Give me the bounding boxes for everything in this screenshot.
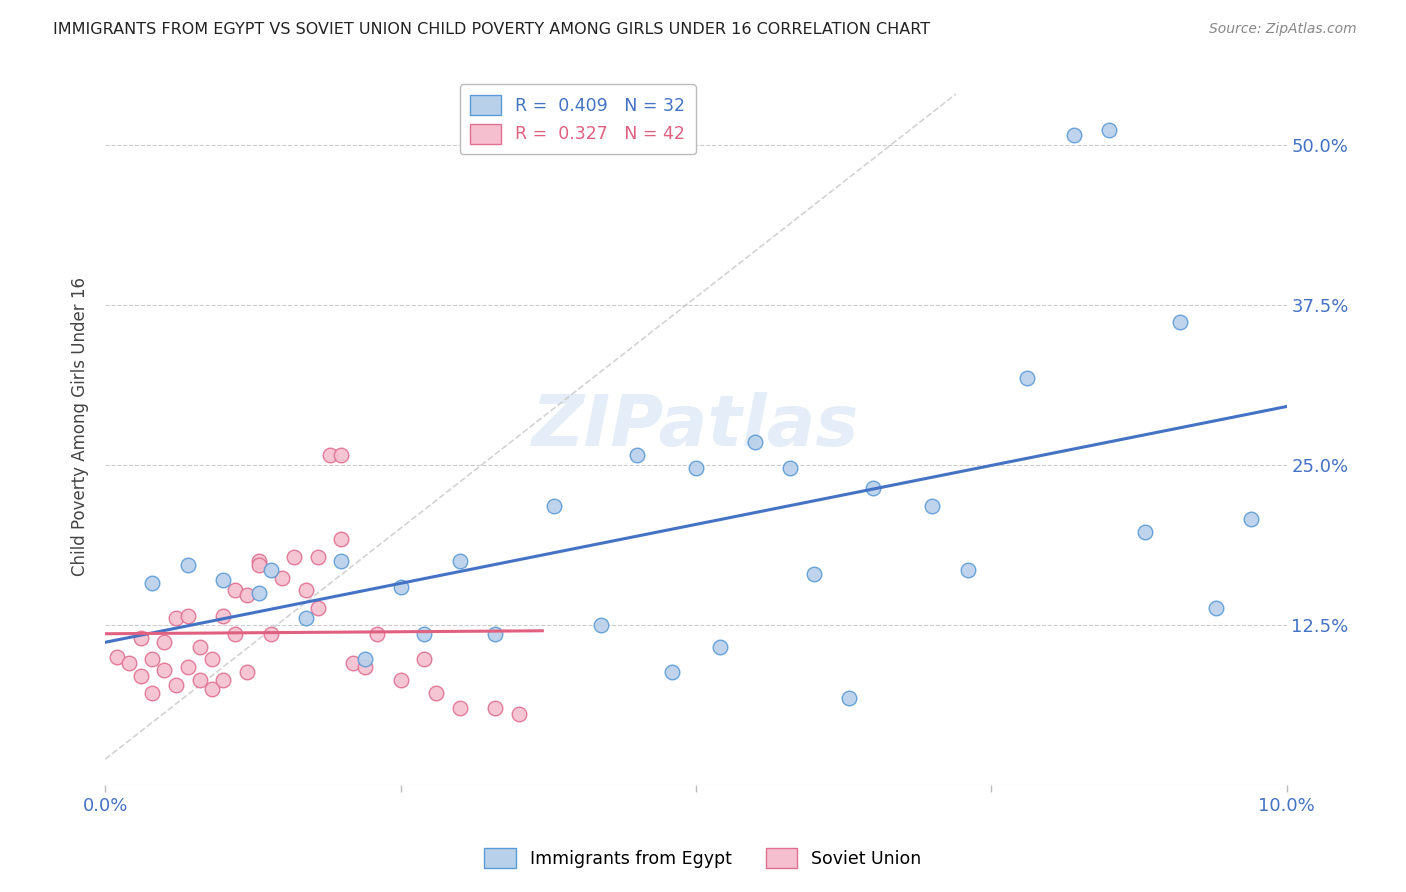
Point bbox=[685, 460, 707, 475]
Point bbox=[449, 554, 471, 568]
Point bbox=[354, 660, 377, 674]
Point bbox=[956, 563, 979, 577]
Point bbox=[591, 618, 613, 632]
Point bbox=[224, 583, 246, 598]
Point bbox=[247, 558, 270, 572]
Point bbox=[200, 681, 222, 696]
Point bbox=[779, 460, 801, 475]
Point bbox=[1133, 524, 1156, 539]
Point bbox=[141, 575, 163, 590]
Y-axis label: Child Poverty Among Girls Under 16: Child Poverty Among Girls Under 16 bbox=[72, 277, 89, 576]
Point bbox=[1205, 601, 1227, 615]
Text: IMMIGRANTS FROM EGYPT VS SOVIET UNION CHILD POVERTY AMONG GIRLS UNDER 16 CORRELA: IMMIGRANTS FROM EGYPT VS SOVIET UNION CH… bbox=[53, 22, 931, 37]
Point bbox=[247, 554, 270, 568]
Point bbox=[330, 448, 353, 462]
Point bbox=[318, 448, 340, 462]
Point bbox=[484, 701, 506, 715]
Point bbox=[118, 657, 141, 671]
Point bbox=[200, 652, 222, 666]
Point bbox=[212, 673, 235, 687]
Point bbox=[366, 627, 388, 641]
Point bbox=[212, 609, 235, 624]
Point bbox=[1168, 315, 1191, 329]
Point bbox=[484, 627, 506, 641]
Point bbox=[425, 686, 447, 700]
Point bbox=[354, 652, 377, 666]
Point bbox=[177, 558, 200, 572]
Point bbox=[744, 434, 766, 449]
Point bbox=[307, 550, 329, 565]
Point bbox=[177, 660, 200, 674]
Point bbox=[259, 563, 281, 577]
Point bbox=[449, 701, 471, 715]
Point bbox=[177, 609, 200, 624]
Point bbox=[330, 554, 353, 568]
Point bbox=[153, 663, 176, 677]
Point bbox=[330, 532, 353, 546]
Point bbox=[212, 573, 235, 587]
Point bbox=[283, 550, 305, 565]
Point bbox=[153, 634, 176, 648]
Legend: R =  0.409   N = 32, R =  0.327   N = 42: R = 0.409 N = 32, R = 0.327 N = 42 bbox=[460, 85, 696, 154]
Point bbox=[838, 690, 860, 705]
Point bbox=[165, 611, 187, 625]
Point bbox=[389, 580, 412, 594]
Point bbox=[224, 627, 246, 641]
Point bbox=[295, 583, 318, 598]
Point bbox=[129, 669, 152, 683]
Point bbox=[543, 499, 565, 513]
Point bbox=[342, 657, 364, 671]
Point bbox=[626, 448, 648, 462]
Point bbox=[259, 627, 281, 641]
Point bbox=[803, 566, 825, 581]
Point bbox=[709, 640, 731, 654]
Text: ZIPatlas: ZIPatlas bbox=[533, 392, 859, 461]
Point bbox=[295, 611, 318, 625]
Point bbox=[141, 686, 163, 700]
Point bbox=[661, 665, 683, 680]
Point bbox=[1098, 123, 1121, 137]
Point bbox=[188, 640, 211, 654]
Point bbox=[921, 499, 943, 513]
Point bbox=[1063, 128, 1085, 142]
Point bbox=[247, 586, 270, 600]
Point bbox=[236, 665, 259, 680]
Point bbox=[1015, 371, 1038, 385]
Point bbox=[188, 673, 211, 687]
Point bbox=[862, 481, 884, 495]
Point bbox=[105, 649, 128, 664]
Point bbox=[165, 678, 187, 692]
Legend: Immigrants from Egypt, Soviet Union: Immigrants from Egypt, Soviet Union bbox=[474, 838, 932, 879]
Text: Source: ZipAtlas.com: Source: ZipAtlas.com bbox=[1209, 22, 1357, 37]
Point bbox=[508, 707, 530, 722]
Point bbox=[389, 673, 412, 687]
Point bbox=[307, 601, 329, 615]
Point bbox=[1240, 512, 1263, 526]
Point bbox=[413, 627, 436, 641]
Point bbox=[236, 589, 259, 603]
Point bbox=[141, 652, 163, 666]
Point bbox=[413, 652, 436, 666]
Point bbox=[271, 570, 294, 584]
Point bbox=[129, 631, 152, 645]
